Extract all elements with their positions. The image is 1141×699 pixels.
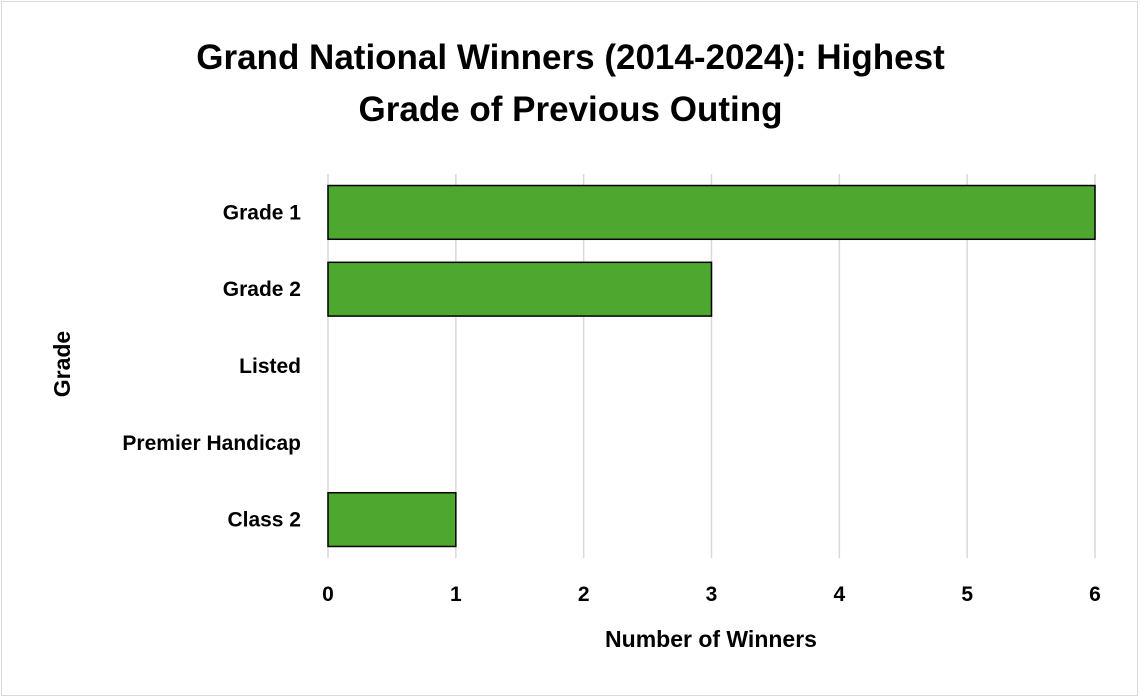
category-labels: Grade 1 Grade 2 Listed Premier Handicap Clas…	[122, 201, 301, 531]
y-axis-title: Grade	[49, 331, 75, 397]
x-tick-label: 5	[961, 583, 973, 606]
x-tick-label: 1	[450, 583, 462, 606]
x-tick-label: 3	[706, 583, 718, 606]
x-tick-label: 2	[578, 583, 590, 606]
x-tick-label: 0	[322, 583, 334, 606]
chart-title-line-2: Grade of Previous Outing	[358, 90, 783, 129]
bars	[327, 184, 1096, 548]
category-label: Class 2	[227, 509, 301, 532]
chart-title: Grand National Winners (2014-2024): High…	[2, 32, 1139, 136]
bar	[327, 491, 457, 548]
category-label: Grade 2	[223, 278, 301, 301]
x-axis-title: Number of Winners	[605, 626, 817, 652]
category-label: Premier Handicap	[122, 432, 301, 455]
chart-title-line-1: Grand National Winners (2014-2024): High…	[196, 38, 945, 77]
category-label: Grade 1	[223, 201, 302, 224]
bar	[327, 184, 1096, 241]
x-tick-label: 4	[833, 583, 845, 606]
x-tick-labels: 0 1 2 3 4 5 6	[322, 583, 1101, 606]
category-label: Listed	[239, 355, 301, 378]
bar	[327, 261, 713, 317]
x-tick-label: 6	[1089, 583, 1101, 606]
